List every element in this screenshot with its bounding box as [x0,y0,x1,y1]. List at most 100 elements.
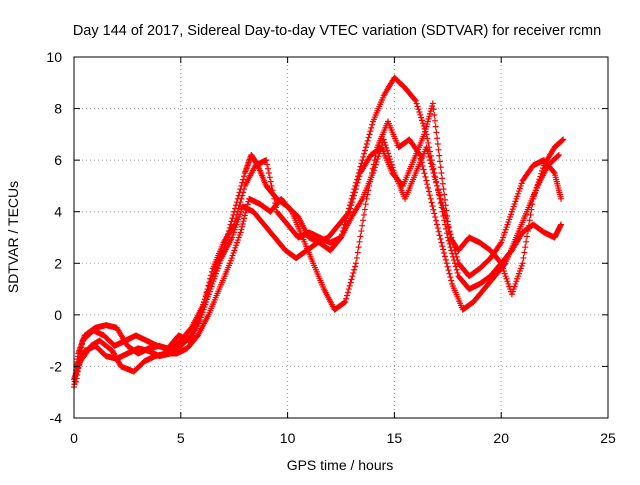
data-point [417,111,424,118]
data-point [348,202,355,209]
data-point [519,260,526,267]
data-point [435,187,442,194]
data-point [443,207,450,214]
data-point [350,192,357,199]
data-point [415,106,422,113]
data-point [451,257,458,264]
data-point [361,150,368,157]
x-tick-label: 15 [387,430,403,446]
data-point [358,228,365,235]
data-point [429,203,436,210]
data-point [273,204,280,211]
data-point [418,114,425,121]
data-point [240,173,247,180]
data-point [441,196,448,203]
data-point [343,295,350,302]
data-point [267,178,274,185]
data-point [428,199,435,206]
data-point [434,135,441,142]
data-point [423,177,430,184]
data-point [447,244,454,251]
data-point [352,263,359,270]
data-point [441,253,448,260]
data-point [265,165,272,172]
data-point [434,225,441,232]
data-point [538,170,545,177]
data-point [537,173,544,180]
data-point [438,199,445,206]
data-point [236,202,243,209]
data-point [447,274,454,281]
data-point [436,158,443,165]
data-point [413,100,420,107]
data-point [263,157,270,164]
data-point [425,188,432,195]
data-point [444,218,451,225]
data-point [558,221,565,228]
axis-ticks: 0 5 10 15 20 25 -4 -2 0 2 4 6 8 10 [46,49,616,446]
data-point [439,243,446,250]
data-point [239,223,246,230]
data-point [523,238,530,245]
y-axis-label: SDTVAR / TECUs [5,181,21,293]
data-point [240,218,247,225]
data-point [429,100,436,107]
data-point [497,259,504,266]
data-point [434,182,441,189]
data-point [370,167,377,174]
data-point [420,166,427,173]
data-point [437,200,444,207]
data-point [442,221,449,228]
data-point [383,144,390,151]
data-point [208,268,215,275]
data-point [525,222,532,229]
data-point [417,151,424,158]
data-point [433,221,440,228]
data-point [235,205,242,212]
data-point [521,249,528,256]
data-point [241,212,248,219]
data-point [441,217,448,224]
data-point [532,187,539,194]
data-point [430,170,437,177]
data-point [368,124,375,131]
data-point [359,157,366,164]
data-point [371,164,378,171]
data-point [452,263,459,270]
data-point [446,229,453,236]
data-point [435,146,442,153]
data-point [526,217,533,224]
data-point [445,267,452,274]
data-point [366,131,373,138]
data-point [386,156,393,163]
data-point [345,209,352,216]
data-point [421,170,428,177]
data-point [240,189,247,196]
data-point [238,226,245,233]
data-point [369,121,376,128]
data-point [354,179,361,186]
data-point [442,256,449,263]
data-point [380,136,387,143]
data-point [540,165,547,172]
data-point [426,192,433,199]
data-point [443,260,450,267]
data-point [425,150,432,157]
data-point [431,112,438,119]
data-point [427,160,434,167]
data-point [429,166,436,173]
data-point [412,97,419,104]
data-point [436,152,443,159]
data-point [347,279,354,286]
data-point [374,156,381,163]
data-point [367,128,374,135]
data-point [446,270,453,277]
x-tick-label: 0 [70,430,78,446]
data-point [363,141,370,148]
data-point [442,202,449,209]
data-point [520,254,527,261]
data-point [361,206,368,213]
data-point [528,206,535,213]
data-point [362,147,369,154]
data-point [539,167,546,174]
